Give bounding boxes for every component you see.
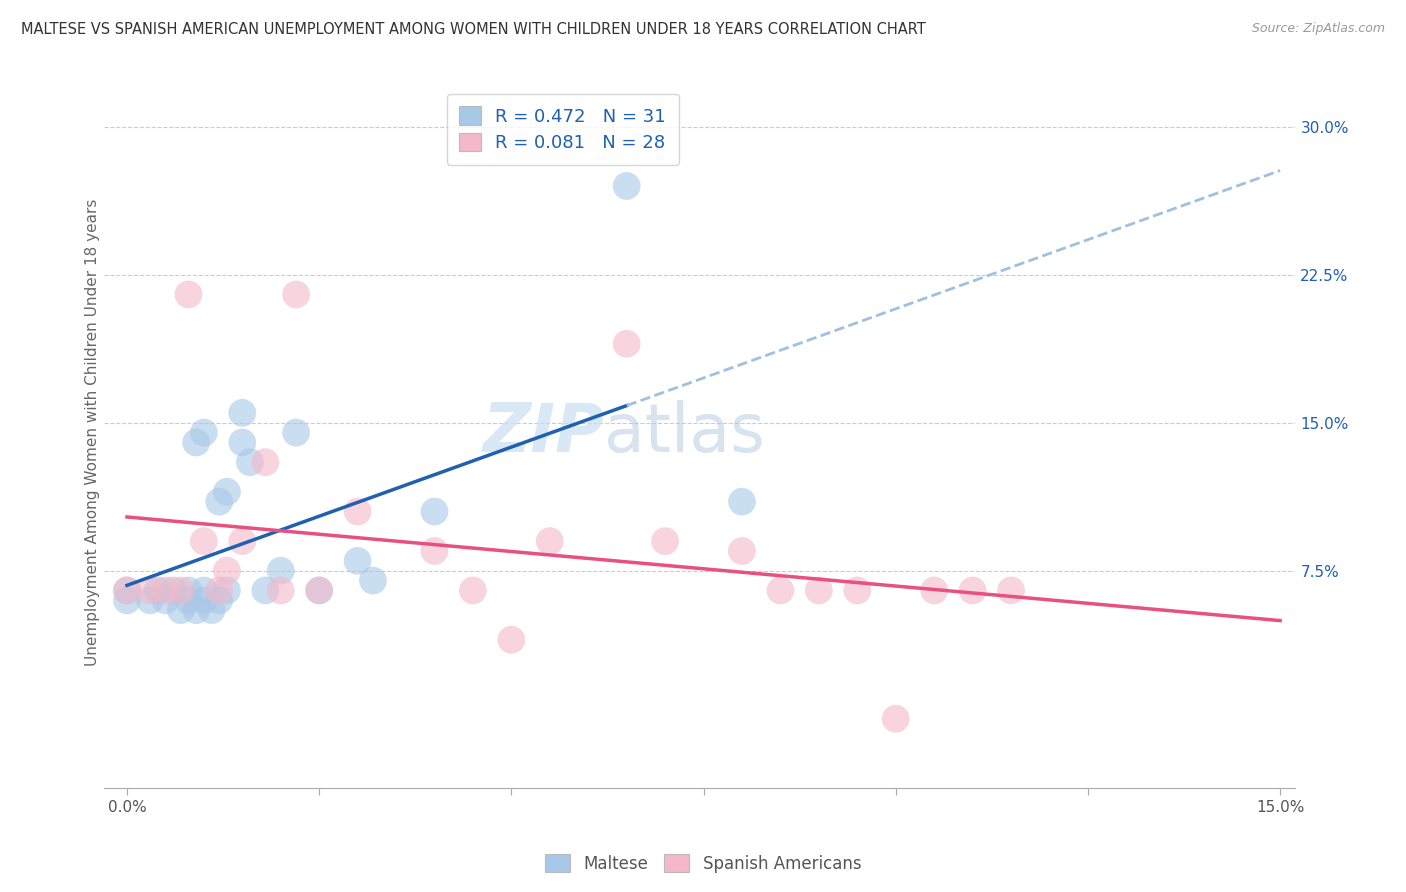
Legend: Maltese, Spanish Americans: Maltese, Spanish Americans xyxy=(538,847,868,880)
Point xyxy=(208,494,231,508)
Point xyxy=(616,336,638,351)
Point xyxy=(346,554,368,568)
Point xyxy=(186,603,208,617)
Point xyxy=(115,583,138,598)
Point xyxy=(270,564,292,578)
Point xyxy=(846,583,869,598)
Point xyxy=(231,435,253,450)
Point xyxy=(807,583,830,598)
Point xyxy=(769,583,792,598)
Point xyxy=(1000,583,1022,598)
Text: MALTESE VS SPANISH AMERICAN UNEMPLOYMENT AMONG WOMEN WITH CHILDREN UNDER 18 YEAR: MALTESE VS SPANISH AMERICAN UNEMPLOYMENT… xyxy=(21,22,925,37)
Point xyxy=(731,544,754,558)
Point xyxy=(922,583,945,598)
Point xyxy=(308,583,330,598)
Point xyxy=(162,583,184,598)
Point xyxy=(361,574,384,588)
Point xyxy=(139,583,162,598)
Point xyxy=(193,583,215,598)
Point xyxy=(115,593,138,607)
Point xyxy=(538,534,561,549)
Point xyxy=(239,455,262,469)
Text: ZIP: ZIP xyxy=(482,400,605,466)
Point xyxy=(139,593,162,607)
Point xyxy=(177,287,200,301)
Point xyxy=(461,583,484,598)
Point xyxy=(208,593,231,607)
Point xyxy=(654,534,676,549)
Point xyxy=(193,593,215,607)
Point xyxy=(731,494,754,508)
Point xyxy=(270,583,292,598)
Point xyxy=(146,583,169,598)
Point xyxy=(346,504,368,518)
Point xyxy=(285,287,308,301)
Point xyxy=(962,583,984,598)
Point xyxy=(308,583,330,598)
Point xyxy=(170,603,193,617)
Point xyxy=(254,455,277,469)
Y-axis label: Unemployment Among Women with Children Under 18 years: Unemployment Among Women with Children U… xyxy=(86,199,100,666)
Point xyxy=(208,583,231,598)
Legend: R = 0.472   N = 31, R = 0.081   N = 28: R = 0.472 N = 31, R = 0.081 N = 28 xyxy=(447,94,679,165)
Point xyxy=(177,583,200,598)
Text: atlas: atlas xyxy=(605,400,765,466)
Point xyxy=(155,593,177,607)
Point xyxy=(170,583,193,598)
Point xyxy=(231,534,253,549)
Point xyxy=(884,712,907,726)
Point xyxy=(193,534,215,549)
Point xyxy=(155,583,177,598)
Point xyxy=(423,544,446,558)
Point xyxy=(231,406,253,420)
Text: Source: ZipAtlas.com: Source: ZipAtlas.com xyxy=(1251,22,1385,36)
Point xyxy=(423,504,446,518)
Point xyxy=(215,564,238,578)
Point xyxy=(285,425,308,440)
Point xyxy=(177,593,200,607)
Point xyxy=(254,583,277,598)
Point xyxy=(616,178,638,193)
Point xyxy=(215,583,238,598)
Point xyxy=(193,425,215,440)
Point xyxy=(501,632,523,647)
Point xyxy=(215,484,238,499)
Point xyxy=(115,583,138,598)
Point xyxy=(186,435,208,450)
Point xyxy=(200,603,222,617)
